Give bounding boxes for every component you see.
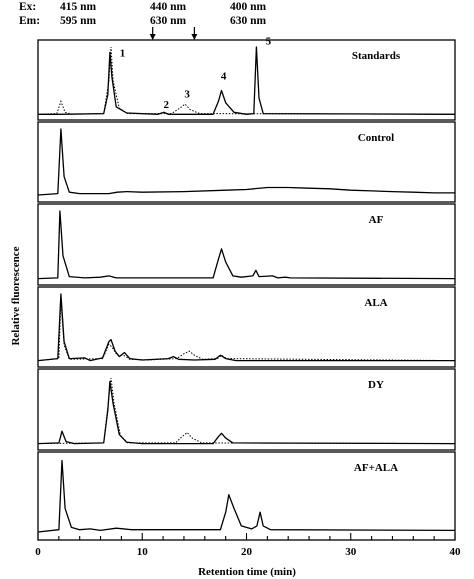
ex-label: Ex: xyxy=(19,1,36,13)
panel-label: Control xyxy=(358,132,394,144)
wavelength-switch-arrows xyxy=(149,27,198,40)
series-dotted xyxy=(37,300,456,362)
panel-4: ALA xyxy=(37,286,456,368)
peak-label: 1 xyxy=(120,48,126,60)
series-solid xyxy=(37,293,455,362)
panel-frame xyxy=(37,121,456,203)
series-solid xyxy=(37,380,456,445)
series-solid xyxy=(37,128,455,196)
peak-label: 3 xyxy=(184,88,190,100)
panel-2: Control xyxy=(37,121,456,203)
panel-5: DY xyxy=(37,368,456,451)
chromatogram-panels: Standards 1 2 3 4 5 Control AF ALA DY AF+ALA xyxy=(37,35,456,541)
em-label: Em: xyxy=(19,15,40,27)
ex-value-1: 415 nm xyxy=(60,1,97,13)
peak-label: 5 xyxy=(266,35,272,47)
y-axis-title: Relative fluorescence xyxy=(10,246,22,345)
wavelength-header: Ex: 415 nm 440 nm 400 nm Em: 595 nm 630 … xyxy=(19,1,267,27)
switch-arrow-head xyxy=(191,34,198,40)
series-solid xyxy=(37,459,456,533)
panel-label: AF xyxy=(369,214,384,226)
switch-arrow-head xyxy=(149,34,156,40)
series-solid xyxy=(37,210,456,280)
panel-frame xyxy=(37,368,456,451)
ex-value-2: 440 nm xyxy=(150,1,187,13)
panel-1: Standards 1 2 3 4 5 xyxy=(37,35,456,121)
panel-frame xyxy=(37,39,456,121)
ex-value-3: 400 nm xyxy=(230,1,267,13)
panel-label: Standards xyxy=(352,50,401,62)
x-tick-label: 30 xyxy=(345,546,357,558)
panel-6: AF+ALA xyxy=(37,451,456,541)
peak-label: 4 xyxy=(221,71,227,83)
panel-label: ALA xyxy=(364,297,387,309)
series-solid xyxy=(38,46,456,115)
panel-frame xyxy=(37,203,456,286)
em-value-3: 630 nm xyxy=(230,15,267,27)
panel-label: AF+ALA xyxy=(354,462,398,474)
series-dotted xyxy=(37,378,456,445)
em-value-1: 595 nm xyxy=(60,15,97,27)
x-axis: 0 10 20 30 40 xyxy=(35,533,461,558)
x-tick-label: 20 xyxy=(241,546,253,558)
panel-label: DY xyxy=(368,379,384,391)
panel-frame xyxy=(37,286,456,368)
x-tick-label: 10 xyxy=(137,546,149,558)
em-value-2: 630 nm xyxy=(150,15,187,27)
x-axis-title: Retention time (min) xyxy=(198,566,296,578)
x-tick-label: 40 xyxy=(450,546,462,558)
x-tick-label: 0 xyxy=(35,546,41,558)
peak-label: 2 xyxy=(163,99,169,111)
panel-3: AF xyxy=(37,203,456,286)
